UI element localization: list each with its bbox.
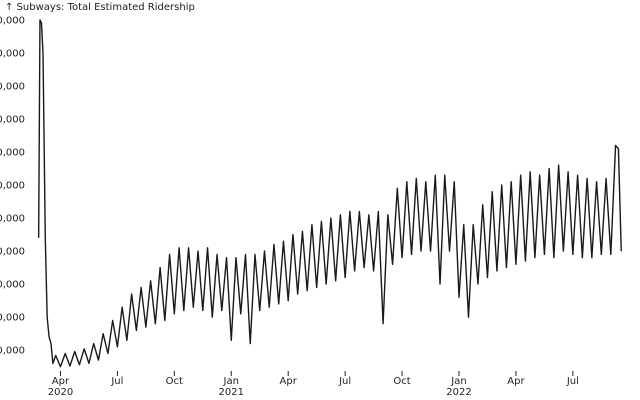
chart-title: ↑ Subways: Total Estimated Ridership — [5, 2, 195, 13]
x-tick-label: Oct — [393, 376, 410, 387]
x-tick-label: Apr 2020 — [48, 376, 73, 398]
y-tick-label: 2,500,000 — [0, 214, 25, 225]
y-tick-label: 4,000,000 — [0, 114, 25, 125]
y-tick-label: 5,500,000 — [0, 15, 25, 26]
x-tick-label: Apr — [280, 376, 298, 387]
y-tick-label: 1,000,000 — [0, 313, 25, 324]
x-tick-label: Jul — [338, 376, 351, 387]
y-tick-label: 3,000,000 — [0, 181, 25, 192]
ridership-line — [37, 19, 622, 368]
y-tick-label: 500,000 — [0, 346, 25, 357]
x-tick-label: Oct — [166, 376, 183, 387]
y-tick-label: 3,500,000 — [0, 148, 25, 159]
y-tick-label: 4,500,000 — [0, 81, 25, 92]
x-tick-label: Jan 2021 — [219, 376, 244, 398]
x-tick-label: Jan 2022 — [446, 376, 471, 398]
x-tick-label: Apr — [507, 376, 525, 387]
y-tick-label: 1,500,000 — [0, 280, 25, 291]
y-tick-label: 5,000,000 — [0, 48, 25, 59]
x-tick-label: Jul — [110, 376, 123, 387]
x-tick-label: Jul — [566, 376, 579, 387]
y-tick-label: 2,000,000 — [0, 247, 25, 258]
